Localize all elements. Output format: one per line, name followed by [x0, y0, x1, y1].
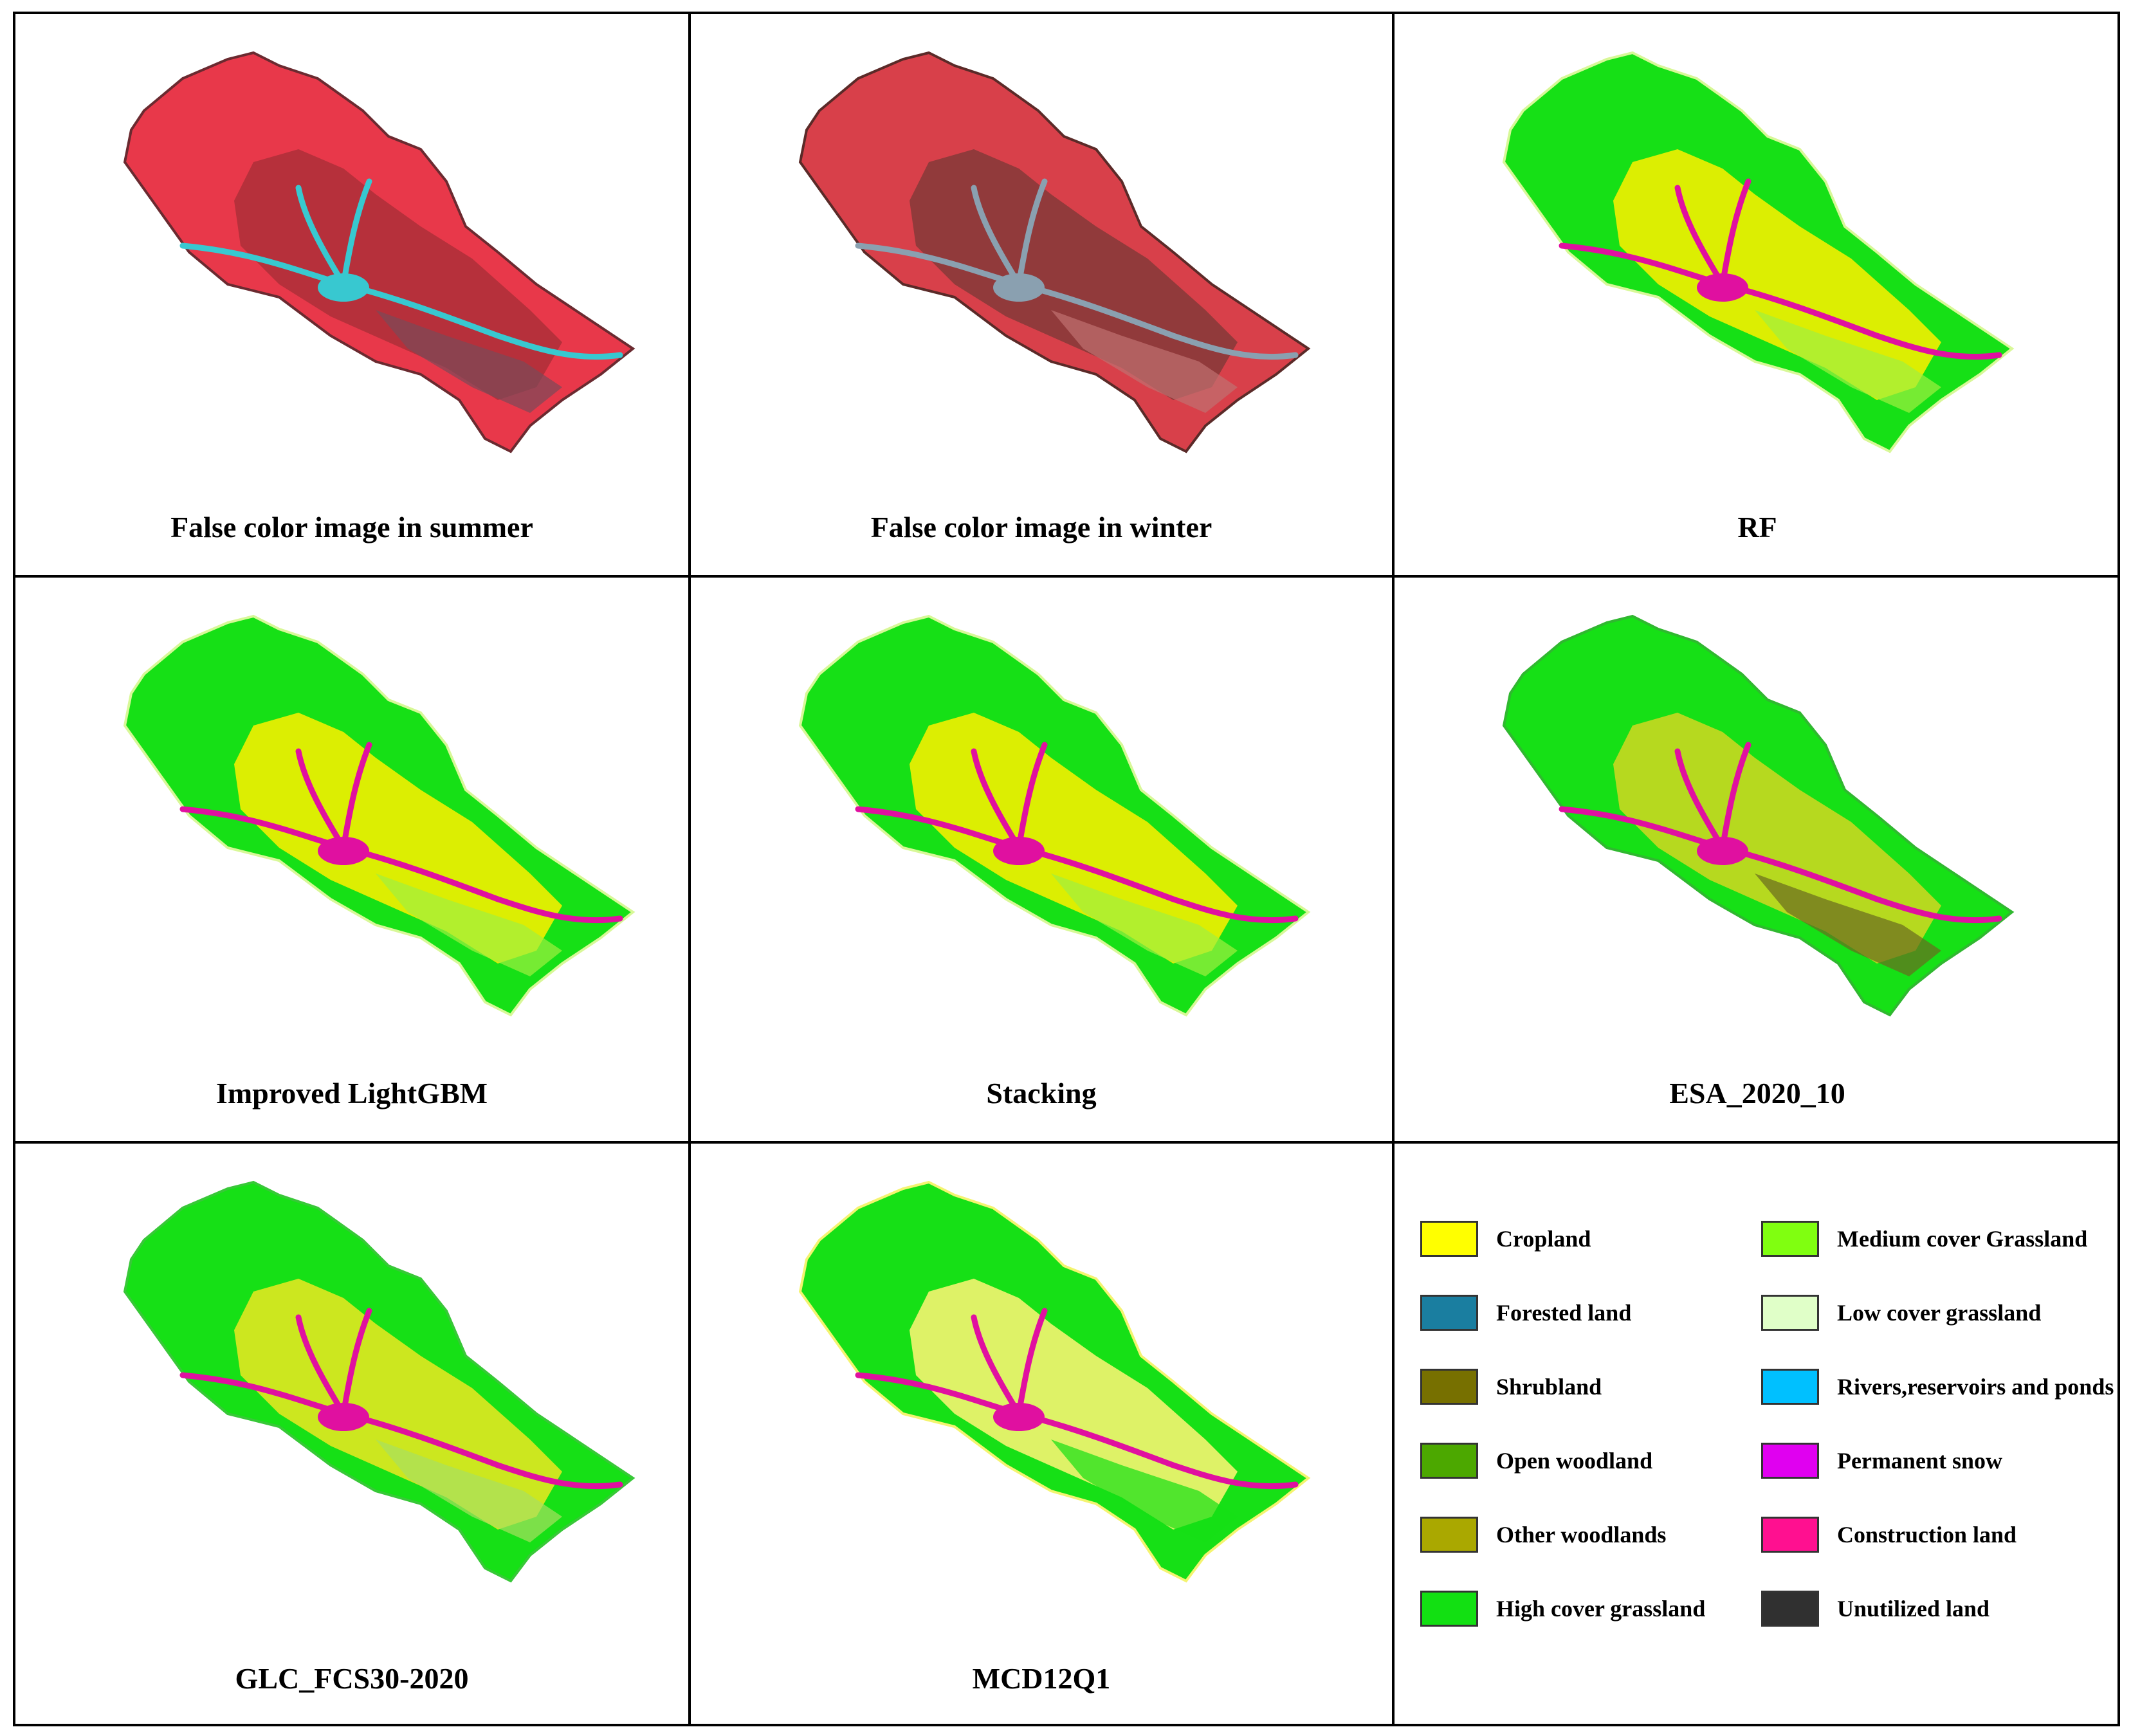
legend-swatch	[1420, 1369, 1478, 1405]
legend: Cropland Forested land Shrubland Open wo…	[1420, 1221, 2114, 1688]
legend-label: Low cover grassland	[1837, 1300, 2042, 1326]
basin-lower-zone	[1051, 310, 1238, 413]
caption-summer: False color image in summer	[170, 511, 533, 544]
map-mcd	[798, 1180, 1311, 1583]
legend-label: High cover grassland	[1496, 1596, 1706, 1622]
legend-item-unutilized-land: Unutilized land	[1761, 1591, 1989, 1627]
legend-swatch	[1761, 1517, 1819, 1553]
legend-swatch	[1420, 1591, 1478, 1627]
river-confluence	[318, 837, 369, 865]
legend-label: Other woodlands	[1496, 1522, 1667, 1548]
caption-winter: False color image in winter	[870, 511, 1212, 544]
river-network	[855, 742, 1299, 924]
basin-lower-zone	[376, 310, 562, 413]
panel-winter: False color image in winter	[691, 14, 1395, 578]
legend-item-open-woodland: Open woodland	[1420, 1443, 1652, 1479]
basin-lower-zone	[376, 1439, 562, 1542]
basin-core-zone	[910, 149, 1238, 400]
legend-label: Shrubland	[1496, 1374, 1602, 1400]
basin-core-zone	[910, 1279, 1238, 1530]
legend-item-shrubland: Shrubland	[1420, 1369, 1602, 1405]
legend-label: Open woodland	[1496, 1448, 1653, 1474]
map-glc	[123, 1180, 636, 1583]
caption-esa: ESA_2020_10	[1669, 1077, 1845, 1110]
legend-label: Permanent snow	[1837, 1448, 2002, 1474]
panel-summer: False color image in summer	[15, 14, 691, 578]
river-confluence	[993, 1403, 1045, 1431]
legend-swatch	[1420, 1443, 1478, 1479]
basin-core-zone	[234, 713, 562, 964]
legend-swatch	[1420, 1295, 1478, 1331]
river-network	[855, 1308, 1299, 1490]
river-network	[1559, 178, 2002, 360]
basin-lower-zone	[376, 873, 562, 976]
legend-item-other-woodlands: Other woodlands	[1420, 1517, 1666, 1553]
legend-item-low-cover-grassland: Low cover grassland	[1761, 1295, 2041, 1331]
river-confluence	[1697, 837, 1748, 865]
basin-lower-zone	[1051, 1439, 1238, 1542]
map-esa	[1502, 614, 2015, 1017]
map-stacking	[798, 614, 1311, 1017]
basin-core-zone	[1613, 149, 1941, 400]
caption-lgbm: Improved LightGBM	[215, 1077, 488, 1110]
legend-swatch	[1761, 1295, 1819, 1331]
basin-core-zone	[234, 149, 562, 400]
panel-stacking: Stacking	[691, 578, 1395, 1144]
basin-core-zone	[1613, 713, 1941, 964]
map-winter	[798, 51, 1311, 453]
basin-lower-zone	[1755, 310, 1941, 413]
river-network	[179, 178, 623, 360]
legend-item-permanent-snow: Permanent snow	[1761, 1443, 2002, 1479]
legend-swatch	[1761, 1591, 1819, 1627]
panel-lgbm: Improved LightGBM	[15, 578, 691, 1144]
map-lgbm	[123, 614, 636, 1017]
caption-glc: GLC_FCS30-2020	[235, 1662, 469, 1695]
caption-rf: RF	[1737, 511, 1777, 544]
legend-item-high-cover-grassland: High cover grassland	[1420, 1591, 1705, 1627]
legend-label: Medium cover Grassland	[1837, 1226, 2088, 1252]
river-network	[1559, 742, 2002, 924]
panel-rf: RF	[1395, 14, 2120, 578]
legend-swatch	[1420, 1517, 1478, 1553]
legend-item-medium-cover-grassland: Medium cover Grassland	[1761, 1221, 2087, 1257]
legend-swatch	[1761, 1369, 1819, 1405]
legend-swatch	[1761, 1443, 1819, 1479]
figure-grid: False color image in summer False color …	[13, 12, 2120, 1726]
river-confluence	[318, 1403, 369, 1431]
legend-swatch	[1761, 1221, 1819, 1257]
legend-panel: Cropland Forested land Shrubland Open wo…	[1395, 1144, 2120, 1726]
caption-mcd: MCD12Q1	[972, 1662, 1111, 1695]
basin-lower-zone	[1755, 873, 1941, 976]
legend-swatch	[1420, 1221, 1478, 1257]
river-confluence	[318, 273, 369, 302]
legend-label: Rivers,reservoirs and ponds	[1837, 1374, 2114, 1400]
basin-lower-zone	[1051, 873, 1238, 976]
map-summer	[123, 51, 636, 453]
river-confluence	[993, 273, 1045, 302]
caption-stacking: Stacking	[986, 1077, 1097, 1110]
river-confluence	[1697, 273, 1748, 302]
legend-item-construction-land: Construction land	[1761, 1517, 2017, 1553]
river-network	[179, 1308, 623, 1490]
legend-item-cropland: Cropland	[1420, 1221, 1591, 1257]
legend-label: Unutilized land	[1837, 1596, 1990, 1622]
legend-item-forested-land: Forested land	[1420, 1295, 1631, 1331]
legend-label: Forested land	[1496, 1300, 1632, 1326]
river-network	[855, 178, 1299, 360]
basin-core-zone	[910, 713, 1238, 964]
legend-label: Construction land	[1837, 1522, 2017, 1548]
river-confluence	[993, 837, 1045, 865]
map-rf	[1502, 51, 2015, 453]
river-network	[179, 742, 623, 924]
panel-glc: GLC_FCS30-2020	[15, 1144, 691, 1726]
legend-item-rivers-reservoirs-ponds: Rivers,reservoirs and ponds	[1761, 1369, 2114, 1405]
legend-label: Cropland	[1496, 1226, 1591, 1252]
panel-mcd: MCD12Q1	[691, 1144, 1395, 1726]
panel-esa: ESA_2020_10	[1395, 578, 2120, 1144]
basin-core-zone	[234, 1279, 562, 1530]
